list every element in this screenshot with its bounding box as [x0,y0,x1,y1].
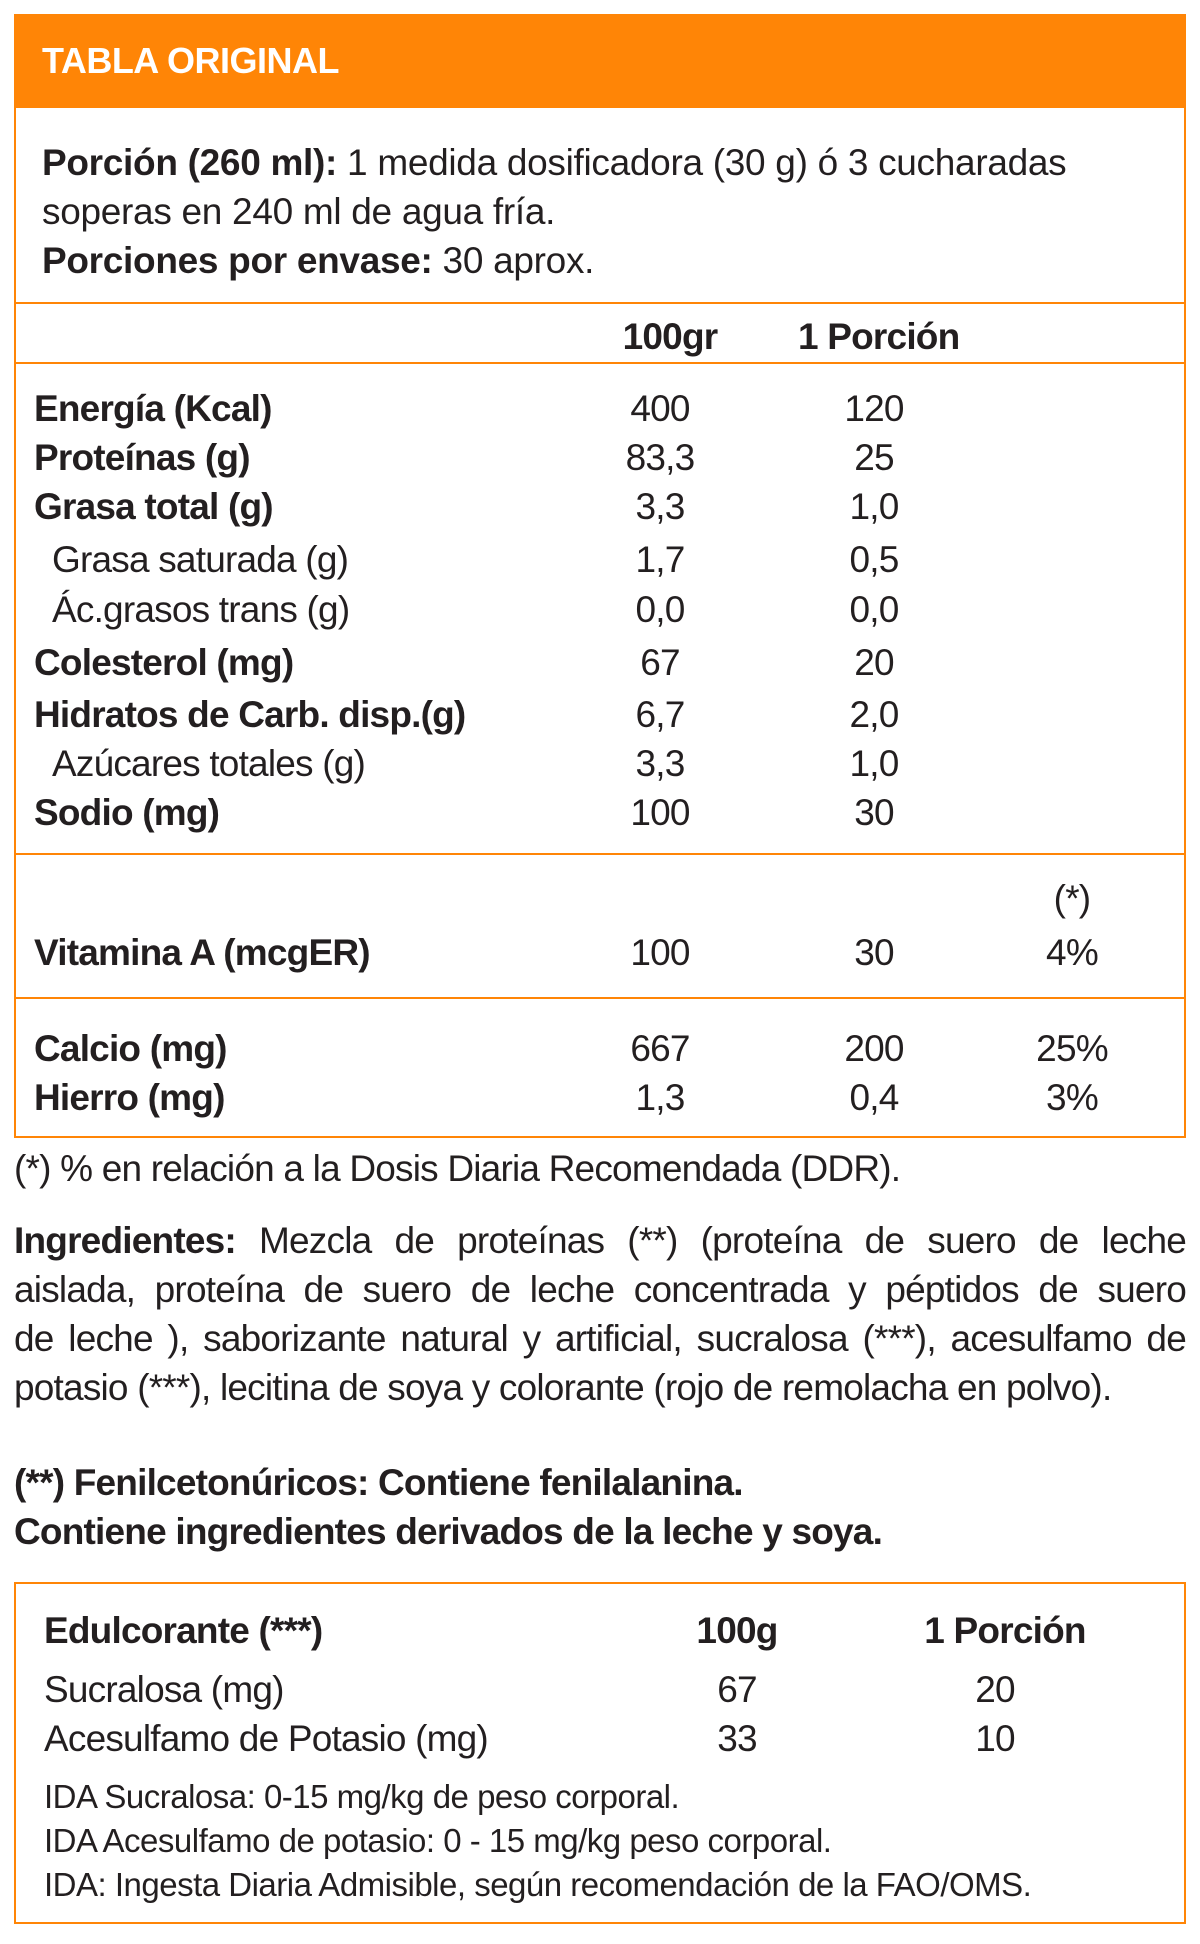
row-label: Energía (Kcal) [34,388,272,429]
column-header-100gr: 100gr [622,316,719,357]
divider [16,853,1184,855]
row-ddr: 4% [1046,932,1099,973]
ingredients-text: Mezcla de proteínas (**) (proteína de su… [235,1220,1187,1261]
divider [16,302,1184,304]
ddr-footnote: (*) % en relación a la Dosis Diaria Reco… [14,1148,901,1189]
row-label: Calcio (mg) [34,1028,227,1069]
row-label: Colesterol (mg) [34,642,294,683]
portion-line-2: soperas en 240 ml de agua fría. [42,191,556,232]
row-label: Acesulfamo de Potasio (mg) [44,1718,489,1759]
ingredients-block: Ingredientes: Mezcla de proteínas (**) (… [14,1216,1187,1412]
row-per-portion: 2,0 [849,694,899,735]
ingredients-line-2: aislada, proteína de suero de leche conc… [14,1269,1187,1310]
row-per100: 100 [630,932,690,973]
row-per100: 3,3 [635,743,685,784]
row-per100: 400 [630,388,690,429]
ingredients-line-3: de leche ), saborizante natural y artifi… [14,1318,1187,1359]
row-per-portion: 10 [975,1718,1015,1759]
row-per-portion: 20 [854,642,894,683]
header-bar: TABLA ORIGINAL [16,16,1184,108]
ingredients-label: Ingredientes: [14,1220,237,1261]
column-header-portion: 1 Porción [924,1610,1086,1651]
table-title: TABLA ORIGINAL [42,40,339,81]
servings-label: Porciones por envase: [42,240,433,281]
allergen-warning: Contiene ingredientes derivados de la le… [14,1511,883,1552]
column-header-100g: 100g [696,1610,778,1651]
row-per-portion: 1,0 [849,743,899,784]
row-per100: 83,3 [625,437,696,478]
row-label: Sodio (mg) [34,792,220,833]
row-per100: 67 [640,642,680,683]
row-label: Vitamina A (mcgER) [34,932,371,973]
row-label: Grasa saturada (g) [52,539,349,580]
row-label: Hierro (mg) [34,1077,225,1118]
ida-note-sucralose: IDA Sucralosa: 0-15 mg/kg de peso corpor… [44,1778,680,1815]
sweeteners-table: Edulcorante (***) 100g 1 Porción Sucralo… [14,1582,1186,1924]
ingredients-line-1: Ingredientes: Mezcla de proteínas (**) (… [14,1216,1187,1265]
ingredients-line-4: potasio (***), lecitina de soya y colora… [14,1367,1112,1408]
row-per100: 100 [630,792,690,833]
divider [16,362,1184,364]
row-per100: 1,3 [635,1077,685,1118]
servings-per-container: Porciones por envase: 30 aprox. [42,240,594,282]
row-per-portion: 1,0 [849,486,899,527]
row-per100: 667 [630,1028,690,1069]
sweeteners-header-label: Edulcorante (***) [44,1610,323,1651]
row-per-portion: 200 [844,1028,904,1069]
row-per-portion: 30 [854,932,894,973]
servings-value: 30 aprox. [432,240,595,281]
ida-definition: IDA: Ingesta Diaria Admisible, según rec… [44,1866,1032,1903]
row-per-portion: 0,0 [849,589,899,630]
row-ddr: 25% [1036,1028,1108,1069]
ddr-marker: (*) [1053,878,1091,919]
divider [16,997,1184,999]
row-per-portion: 120 [844,388,904,429]
row-per100: 1,7 [635,539,685,580]
row-per100: 0,0 [635,589,685,630]
row-label: Proteínas (g) [34,437,251,478]
row-per-portion: 0,5 [849,539,899,580]
nutrition-table: TABLA ORIGINAL Porción (260 ml): 1 medid… [14,14,1186,1138]
row-per-portion: 25 [854,437,894,478]
row-label: Grasa total (g) [34,486,274,527]
column-header-portion: 1 Porción [798,316,960,357]
row-per100: 3,3 [635,486,685,527]
portion-label: Porción (260 ml): [42,142,338,183]
row-ddr: 3% [1046,1077,1099,1118]
row-per-portion: 0,4 [849,1077,899,1118]
row-per100: 6,7 [635,694,685,735]
row-label: Azúcares totales (g) [52,743,366,784]
row-label: Hidratos de Carb. disp.(g) [34,694,466,735]
row-per100: 33 [717,1718,757,1759]
row-label: Sucralosa (mg) [44,1669,284,1710]
row-per-portion: 20 [975,1669,1015,1710]
row-per100: 67 [717,1669,757,1710]
row-per-portion: 30 [854,792,894,833]
portion-line-1: Porción (260 ml): 1 medida dosificadora … [42,142,1067,184]
ida-note-acesulfame: IDA Acesulfamo de potasio: 0 - 15 mg/kg … [44,1822,832,1859]
portion-text: 1 medida dosificadora (30 g) ó 3 cuchara… [337,142,1067,183]
phenylketonuric-warning: (**) Fenilcetonúricos: Contiene fenilala… [14,1462,744,1503]
row-label: Ác.grasos trans (g) [52,589,350,630]
